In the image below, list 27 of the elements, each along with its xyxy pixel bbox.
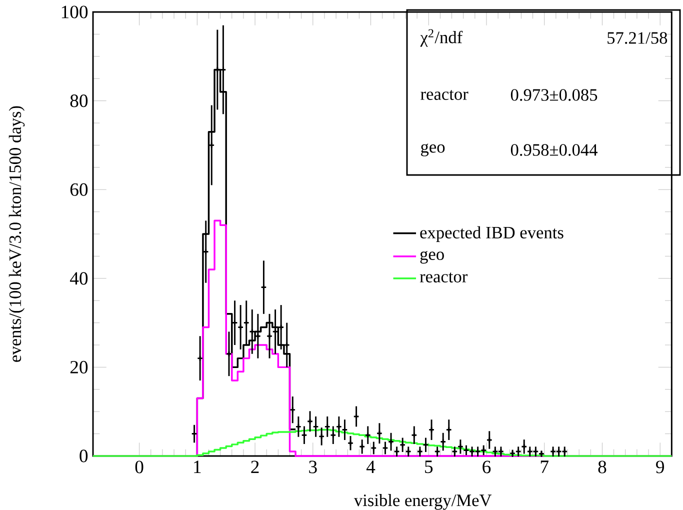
annotation: reactor <box>420 90 468 100</box>
y-tick-label: 60 <box>70 183 88 196</box>
x-tick-label: 2 <box>251 460 259 474</box>
x-tick-label: 1 <box>194 460 201 474</box>
x-tick-label: 9 <box>656 460 664 474</box>
annotation: 0.958±0.044 <box>510 144 598 156</box>
x-tick-label: 5 <box>425 460 433 474</box>
x-tick-label: 6 <box>482 460 491 474</box>
y-tick-label: 0 <box>80 450 88 462</box>
x-tick-label: 8 <box>598 460 606 474</box>
x-tick-label: 3 <box>309 460 317 474</box>
y-tick-label: 100 <box>62 6 88 18</box>
legend-label: geo <box>420 250 444 264</box>
annotation: χ$^{2}$/ndf <box>420 29 463 47</box>
x-tick-label: 0 <box>135 460 144 474</box>
y-tick-label: 20 <box>70 360 88 374</box>
y-tick-label: 80 <box>70 94 88 108</box>
legend-label: expected IBD events <box>420 226 564 242</box>
annotation: 57.21/58 <box>608 32 668 44</box>
annotation: 0.973±0.085 <box>510 89 598 101</box>
x-tick-label: 4 <box>366 460 376 473</box>
y-tick-label: 40 <box>70 272 88 285</box>
y-axis-title: events/(100 keV/3.0 kton/1500 days) <box>8 106 25 362</box>
annotation: geo <box>421 144 445 156</box>
legend-label: reactor <box>420 272 468 282</box>
x-axis-title: visible energy/MeV <box>354 494 492 510</box>
x-tick-label: 7 <box>540 460 548 473</box>
